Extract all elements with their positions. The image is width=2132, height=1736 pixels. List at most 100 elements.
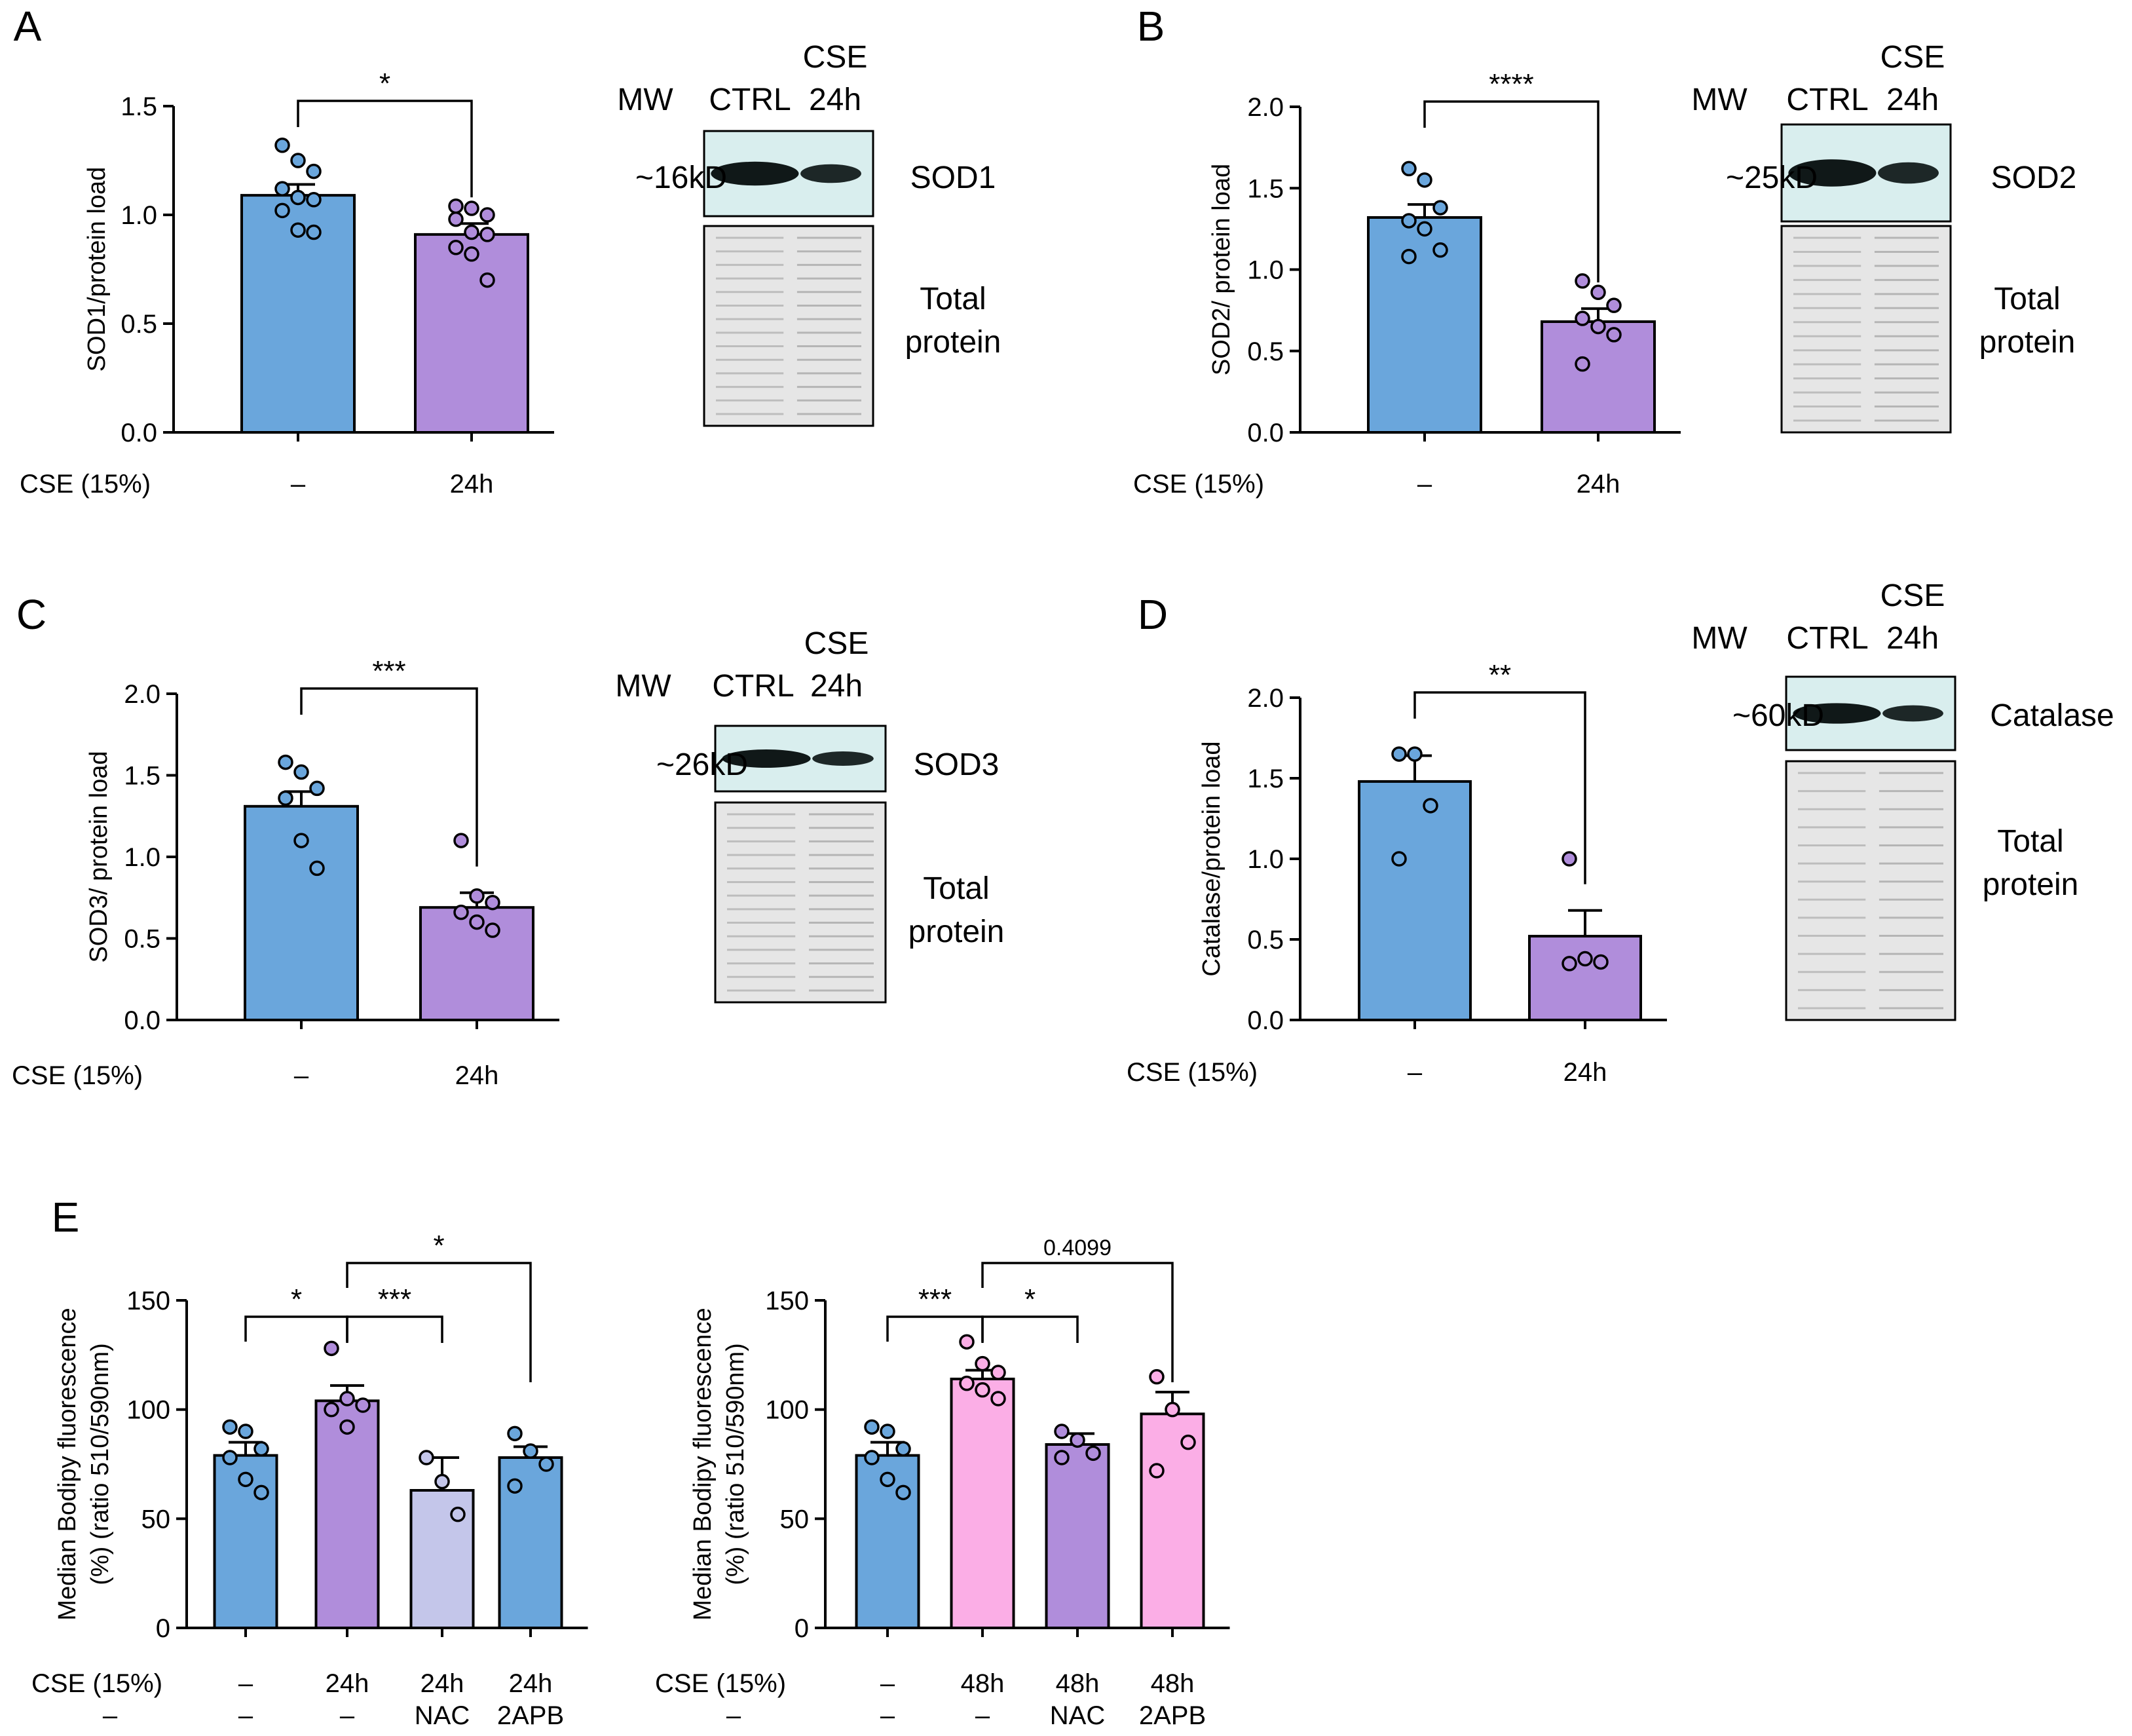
total-protein-label: Total [1997, 824, 2063, 859]
data-point [538, 1456, 554, 1472]
data-point [1054, 1450, 1070, 1465]
y-tick-label: 100 [126, 1396, 170, 1425]
bar [314, 1399, 380, 1629]
lane-label-ctrl: CTRL [709, 83, 791, 117]
data-point [464, 224, 479, 240]
lane-label-cse: CSE [1880, 578, 1945, 613]
y-tick-label: 1.0 [121, 201, 157, 230]
data-point [290, 189, 306, 206]
lane-label-ctrl: CTRL [1786, 621, 1868, 656]
data-point [1180, 1434, 1196, 1450]
x-category-label: 24h [1563, 1058, 1607, 1087]
panel-label-B: B [1137, 3, 1165, 50]
data-point [959, 1334, 975, 1350]
significance-label: *** [372, 655, 405, 687]
data-point [448, 211, 464, 227]
data-point [1149, 1368, 1165, 1385]
y-tick-label: 150 [126, 1287, 170, 1315]
y-axis-label: Median Bodipy fluorescence [54, 1308, 81, 1620]
blot-band-cse [800, 164, 861, 183]
x-category-label: 48h [961, 1669, 1005, 1698]
data-point [306, 163, 322, 179]
data-point [253, 1484, 269, 1501]
bar [1367, 216, 1482, 434]
significance-label: ** [1489, 659, 1511, 691]
data-point [880, 1471, 895, 1488]
row-label: CSE (15%) [20, 470, 151, 499]
data-point [864, 1419, 880, 1435]
significance-label: * [291, 1283, 302, 1315]
data-point [453, 833, 469, 848]
data-point [895, 1484, 911, 1501]
y-tick-label: 100 [765, 1396, 809, 1425]
data-point [1417, 221, 1432, 237]
y-tick-label: 1.0 [1247, 845, 1284, 874]
y-tick-label: 0.5 [1247, 337, 1284, 366]
x-category-label: – [238, 1669, 253, 1698]
data-point [1575, 311, 1590, 326]
blot-band-cse [1878, 162, 1939, 184]
panel-label-D: D [1138, 591, 1168, 638]
total-protein-label-2: protein [1983, 867, 2079, 902]
data-point [238, 1471, 253, 1488]
data-point [419, 1450, 434, 1465]
data-point [975, 1382, 990, 1398]
protein-name: SOD2 [1991, 160, 2077, 195]
data-point [975, 1355, 990, 1372]
data-point [469, 888, 485, 904]
data-point [309, 780, 325, 797]
protein-name: SOD1 [910, 160, 996, 195]
data-point [507, 1425, 523, 1442]
data-point [1562, 851, 1577, 867]
y-tick-label: 0 [156, 1614, 170, 1643]
total-protein-label-2: protein [1979, 325, 2076, 360]
data-point [485, 922, 500, 938]
y-tick-label: 1.5 [124, 762, 160, 791]
data-point [990, 1391, 1006, 1406]
blot-band-ctrl [1788, 159, 1877, 187]
lane-label-cse: CSE [804, 626, 869, 661]
row-label: CSE (15%) [1133, 470, 1264, 499]
mw-value: ~26kD [656, 747, 748, 782]
y-tick-label: 0 [795, 1614, 809, 1643]
significance-label: * [1024, 1283, 1036, 1315]
total-protein-label: Total [1994, 282, 2060, 316]
data-point [523, 1443, 538, 1459]
significance-bracket [297, 100, 473, 198]
y-tick-label: 0.0 [1247, 419, 1284, 447]
x-category-label: 48h [1151, 1669, 1195, 1698]
x-category-label: 24h [326, 1669, 369, 1698]
y-tick-label: 2.0 [1247, 684, 1284, 713]
data-point [293, 833, 309, 848]
data-point [1606, 327, 1622, 343]
x-category-label: – [294, 1061, 309, 1090]
treatment-row-dash: – [103, 1701, 118, 1730]
data-point [895, 1441, 911, 1457]
x-category-label: 24h [421, 1669, 464, 1698]
x-category-label: – [880, 1669, 895, 1698]
data-point [1590, 318, 1606, 335]
data-point [306, 192, 322, 208]
data-point [1407, 746, 1423, 762]
lane-label-ctrl: CTRL [712, 669, 794, 704]
significance-bracket [981, 1262, 1174, 1382]
y-tick-label: 0.5 [124, 925, 160, 954]
treatment-label: NAC [1050, 1701, 1105, 1730]
lane-label-cse-time: 24h [1886, 621, 1939, 656]
y-tick-label: 0.0 [1247, 1006, 1284, 1035]
protein-name: SOD3 [914, 747, 1000, 782]
significance-label: * [433, 1230, 444, 1262]
data-point [1575, 273, 1590, 289]
significance-bracket [981, 1315, 1079, 1343]
y-axis-label: Median Bodipy fluorescence [689, 1308, 717, 1620]
data-point [1432, 200, 1448, 216]
total-protein-label-2: protein [908, 915, 1005, 949]
data-point [339, 1419, 355, 1435]
y-axis-label: SOD3/ protein load [85, 751, 113, 962]
data-point [464, 200, 479, 216]
y-tick-label: 0.0 [121, 419, 157, 447]
y-tick-label: 1.0 [124, 843, 160, 872]
bar [414, 233, 529, 434]
data-point [1593, 954, 1609, 970]
blot-band-ctrl [1793, 703, 1881, 724]
